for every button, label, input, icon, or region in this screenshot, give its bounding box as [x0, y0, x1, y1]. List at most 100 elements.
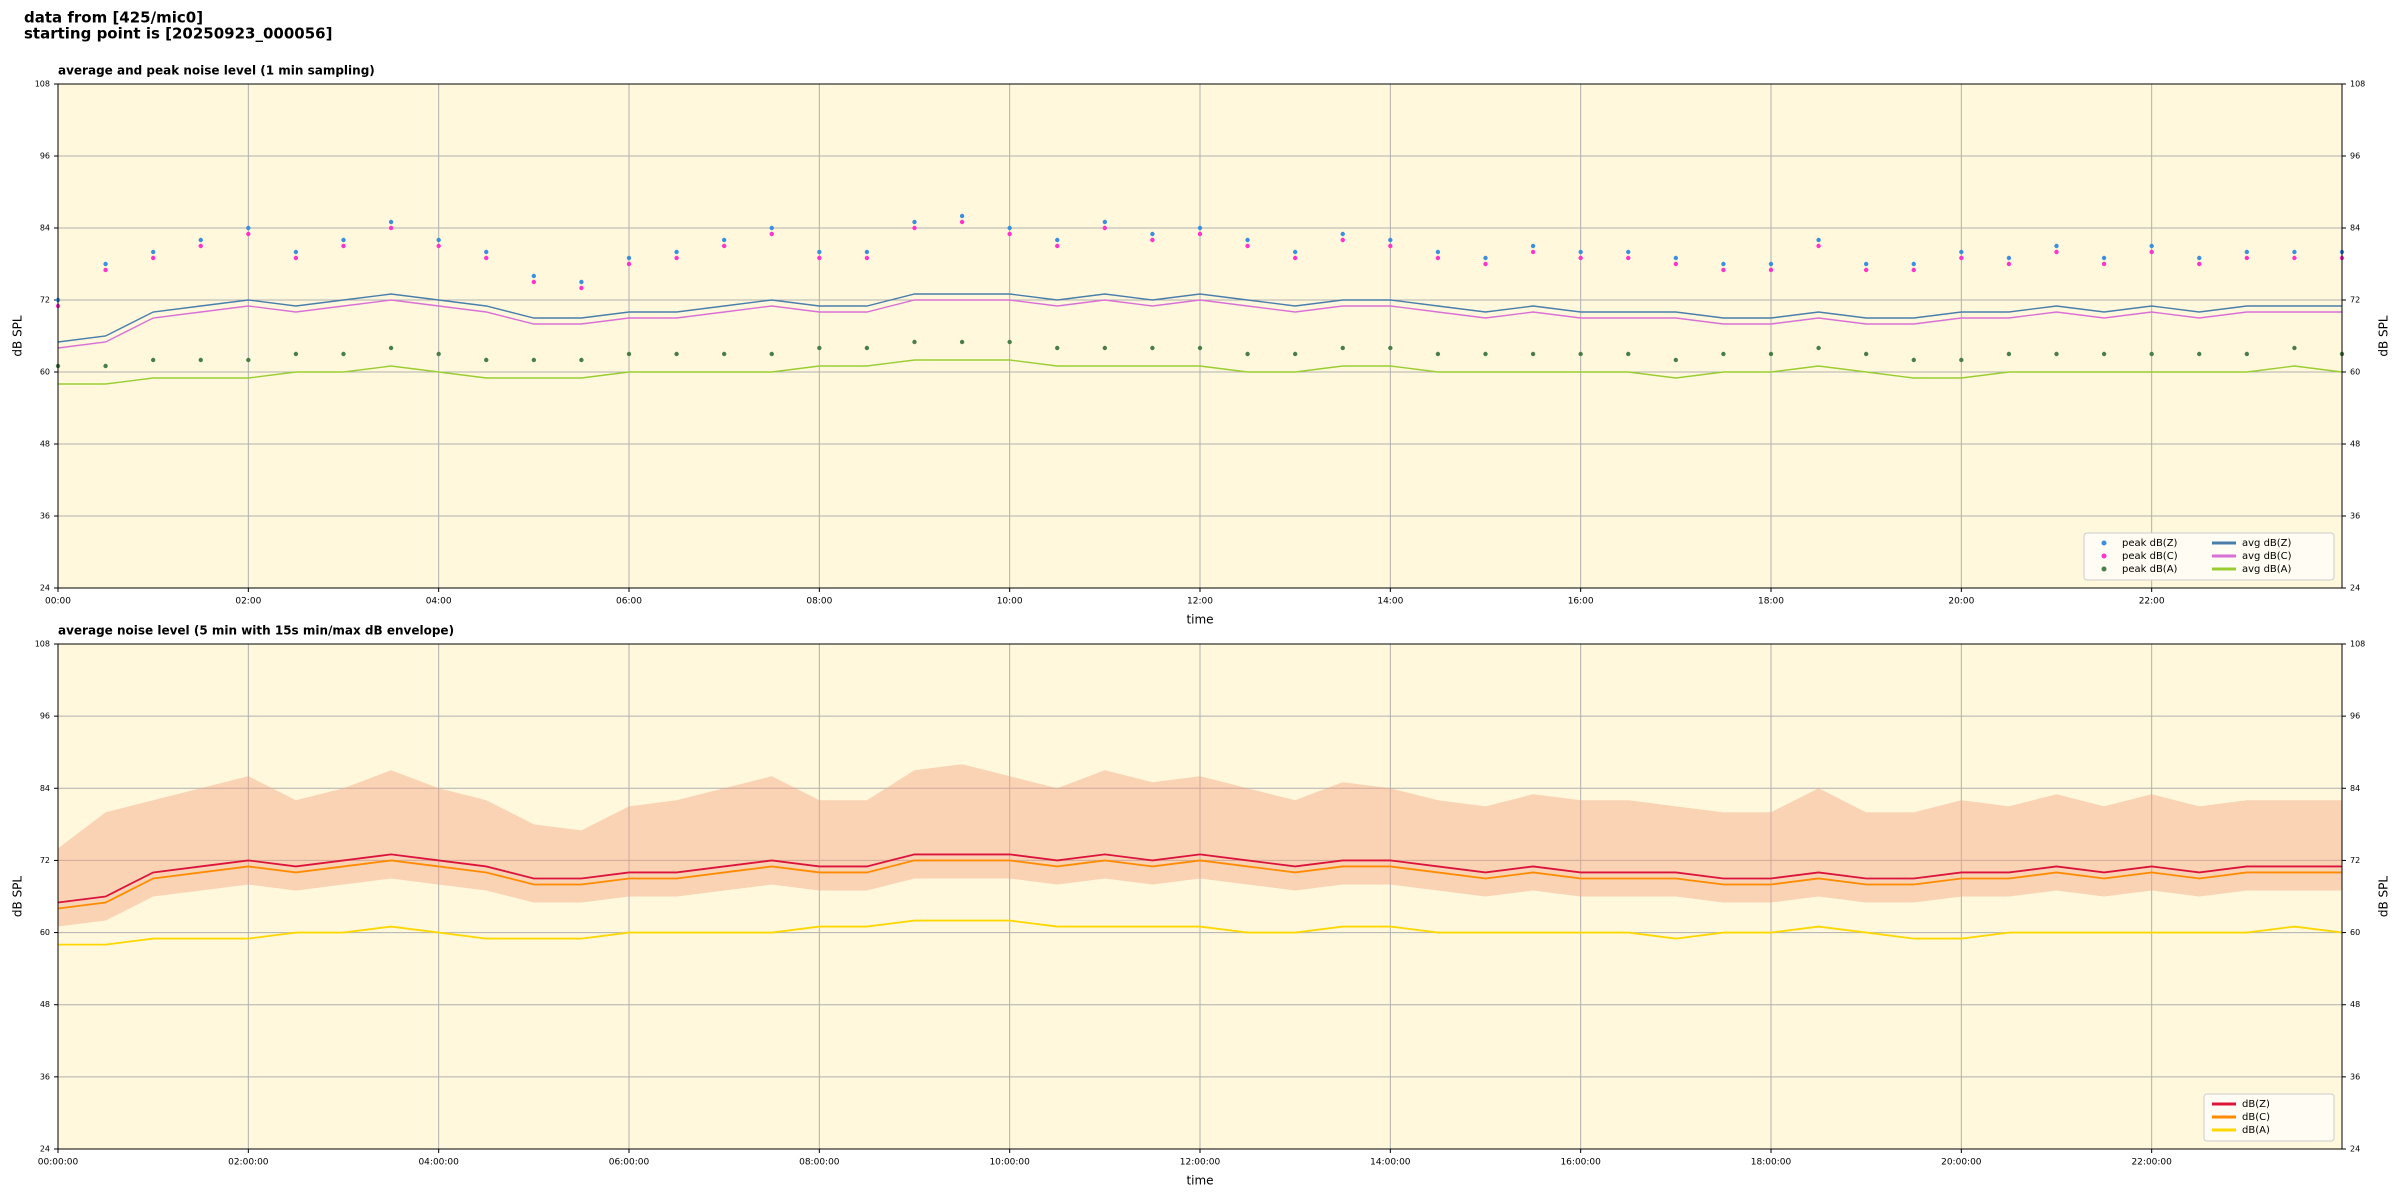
- peak-point: [1150, 231, 1155, 237]
- peak-point: [150, 255, 156, 261]
- peak-point: [1197, 225, 1203, 231]
- peak-point: [1626, 249, 1631, 255]
- y-tick-label: 24: [40, 584, 50, 593]
- x-tick-label: 02:00:00: [228, 1158, 269, 1168]
- peak-point: [1150, 237, 1155, 243]
- peak-point: [2101, 261, 2107, 267]
- peak-point: [1721, 351, 1726, 357]
- x-tick-label: 02:00: [235, 597, 261, 607]
- peak-point: [769, 351, 774, 357]
- x-axis-label: time: [1186, 613, 1213, 627]
- legend-label: avg dB(Z): [2242, 538, 2292, 549]
- y-tick-label: 84: [40, 224, 50, 233]
- peak-point: [1102, 345, 1108, 351]
- series-line: [58, 919, 2343, 946]
- peak-point: [1197, 345, 1203, 351]
- peak-point: [1388, 243, 1393, 249]
- peak-point: [198, 237, 203, 243]
- peak-point: [1483, 351, 1488, 357]
- header-line: starting point is [20250923_000056]: [24, 25, 332, 43]
- peak-point: [1483, 255, 1488, 261]
- y-tick-label: 60: [40, 928, 50, 937]
- y-tick-label: 108: [2350, 640, 2365, 649]
- peak-point: [1673, 261, 1679, 267]
- peak-point: [1911, 261, 1916, 267]
- peak-point: [103, 363, 108, 369]
- peak-point: [674, 351, 679, 357]
- peak-point: [1530, 243, 1536, 249]
- x-tick-label: 22:00:00: [2131, 1158, 2172, 1168]
- peak-point: [864, 255, 870, 261]
- peak-point: [531, 279, 537, 285]
- chart-title: average and peak noise level (1 min samp…: [58, 64, 375, 78]
- peak-point: [1863, 267, 1869, 273]
- x-tick-label: 06:00: [616, 597, 642, 607]
- peak-point: [721, 351, 727, 357]
- peak-point: [1816, 243, 1821, 249]
- y-tick-label: 96: [40, 712, 50, 721]
- peak-point: [1721, 261, 1726, 267]
- peak-point: [1768, 351, 1774, 357]
- peak-point: [1388, 237, 1393, 243]
- x-tick-label: 00:00:00: [38, 1158, 79, 1168]
- series-line: [57, 853, 2342, 904]
- peak-point: [293, 255, 299, 261]
- peak-point: [817, 345, 822, 351]
- x-tick-label: 18:00: [1758, 597, 1784, 607]
- peak-point: [1292, 249, 1298, 255]
- y-tick-label: 36: [40, 512, 50, 521]
- peak-point: [1245, 243, 1250, 249]
- y-tick-label: 108: [2350, 80, 2365, 89]
- series-line: [57, 299, 2342, 349]
- peak-point: [674, 249, 679, 255]
- peak-point: [388, 219, 394, 225]
- y-tick-label: 36: [40, 1072, 50, 1081]
- peak-point: [959, 339, 965, 345]
- peak-point: [1530, 249, 1536, 255]
- peak-point: [2054, 351, 2059, 357]
- legend-label: dB(A): [2242, 1125, 2270, 1136]
- peak-point: [2101, 351, 2107, 357]
- y-tick-label: 108: [35, 640, 50, 649]
- x-tick-label: 06:00:00: [609, 1158, 650, 1168]
- peak-point: [1959, 255, 1964, 261]
- peak-point: [912, 339, 917, 345]
- peak-point: [1007, 225, 1012, 231]
- legend-label: avg dB(A): [2242, 564, 2292, 575]
- peak-point: [2292, 345, 2297, 351]
- x-tick-label: 20:00:00: [1941, 1158, 1982, 1168]
- peak-point: [2054, 243, 2059, 249]
- peak-point: [912, 219, 917, 225]
- peak-point: [1197, 231, 1203, 237]
- peak-point: [1102, 225, 1108, 231]
- peak-point: [341, 237, 346, 243]
- y-tick-label: 24: [40, 1145, 50, 1154]
- peak-point: [1959, 357, 1964, 363]
- peak-point: [579, 279, 584, 285]
- peak-point: [1578, 255, 1583, 261]
- peak-point: [2244, 249, 2250, 255]
- y-axis-label: dB SPL: [2377, 315, 2391, 357]
- plot-frame: [57, 643, 2343, 1150]
- peak-point: [1055, 243, 1060, 249]
- peak-point: [1435, 255, 1441, 261]
- peak-point: [1102, 219, 1108, 225]
- peak-point: [912, 225, 917, 231]
- peak-point: [1911, 267, 1916, 273]
- peak-point: [1292, 255, 1298, 261]
- series-line: [58, 359, 2343, 385]
- peak-point: [626, 255, 632, 261]
- peak-point: [1245, 351, 1250, 357]
- peak-point: [1768, 267, 1774, 273]
- x-tick-label: 14:00: [1377, 597, 1403, 607]
- peak-point: [1721, 267, 1726, 273]
- y-tick-label: 36: [2350, 512, 2360, 521]
- y-tick-label: 48: [40, 1000, 50, 1009]
- peak-point: [2149, 249, 2154, 255]
- peak-point: [864, 345, 870, 351]
- peak-point: [1578, 351, 1583, 357]
- legend-marker: [2101, 540, 2107, 546]
- peak-point: [2006, 261, 2012, 267]
- y-tick-label: 60: [40, 368, 50, 377]
